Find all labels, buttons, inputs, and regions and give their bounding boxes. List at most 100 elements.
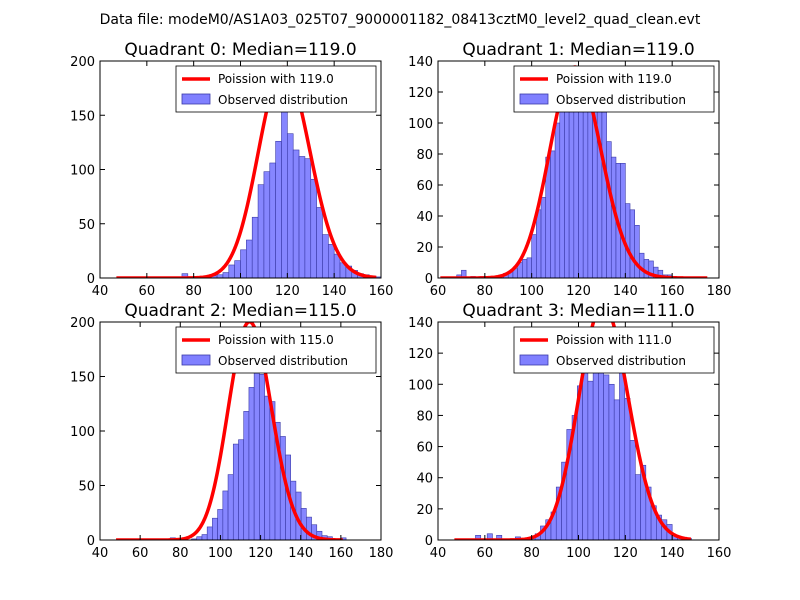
histogram-bar: [587, 380, 594, 540]
histogram-bar: [568, 102, 575, 278]
y-tick-label: 50: [78, 218, 95, 233]
x-tick-label: 120: [566, 284, 591, 299]
histogram-bar: [263, 171, 271, 278]
poisson-curve: [453, 322, 692, 540]
histogram-bar: [613, 399, 620, 540]
y-tick-label: 140: [408, 316, 433, 331]
y-tick-label: 80: [416, 409, 433, 424]
y-tick-label: 60: [416, 179, 433, 194]
histogram-bar: [275, 140, 282, 278]
histogram-bar: [629, 440, 636, 540]
histogram-bar: [554, 122, 561, 278]
histogram-bar: [238, 439, 245, 540]
x-tick-label: 160: [660, 284, 685, 299]
y-tick-label: 40: [416, 472, 433, 487]
x-tick-label: 120: [248, 546, 273, 561]
histogram-bar: [232, 443, 239, 540]
histogram-bar: [206, 526, 213, 540]
histogram-bar: [531, 234, 537, 278]
y-tick-label: 20: [416, 503, 433, 518]
histogram-bar: [536, 209, 542, 278]
histogram-bar: [328, 244, 335, 278]
x-tick-label: 80: [523, 546, 540, 561]
histogram-bar: [243, 411, 250, 540]
histogram-bar: [264, 395, 271, 540]
legend-label-poisson: Poission with 111.0: [556, 333, 672, 347]
y-tick-label: 100: [408, 378, 433, 393]
x-tick-label: 140: [660, 546, 685, 561]
x-tick-label: 100: [566, 546, 591, 561]
x-tick-label: 140: [322, 284, 347, 299]
histogram-bar: [634, 225, 640, 278]
y-tick-label: 150: [70, 371, 95, 386]
legend-label-observed: Observed distribution: [556, 93, 686, 107]
x-tick-label: 60: [477, 546, 494, 561]
histogram-bar: [540, 197, 547, 278]
histogram-bar: [181, 273, 189, 278]
y-tick-label: 100: [408, 117, 433, 132]
histogram-bar: [248, 387, 255, 540]
legend-label-poisson: Poission with 119.0: [218, 72, 334, 86]
x-tick-label: 160: [328, 546, 353, 561]
y-tick-label: 20: [416, 241, 433, 256]
histogram-bar: [310, 178, 317, 278]
legend-label-observed: Observed distribution: [556, 354, 686, 368]
histogram-bar: [228, 264, 235, 278]
legend-label-poisson: Poission with 119.0: [556, 72, 672, 86]
quadrant-1-chart: 60 80 100 120 140 160 180 0 20 40 60 80 100 120 140 Qua…: [408, 40, 731, 299]
chart-title: Quadrant 0: Median=119.0: [124, 40, 356, 60]
x-tick-label: 60: [430, 284, 447, 299]
histogram: [147, 345, 347, 540]
x-tick-label: 180: [369, 546, 394, 561]
y-tick-label: 40: [416, 210, 433, 225]
legend-bar-swatch: [519, 354, 549, 366]
histogram-bar: [240, 249, 247, 278]
y-tick-label: 100: [70, 425, 95, 440]
legend-bar-swatch: [519, 93, 549, 105]
legend: Poission with 119.0 Observed distribution: [513, 65, 715, 113]
chart-title: Quadrant 3: Median=111.0: [462, 301, 694, 321]
x-tick-label: 140: [288, 546, 313, 561]
histogram-bar: [592, 354, 599, 540]
histogram-bar: [227, 474, 234, 540]
x-tick-label: 80: [172, 546, 189, 561]
x-tick-label: 60: [132, 546, 149, 561]
chart-title: Quadrant 2: Median=115.0: [124, 301, 356, 321]
histogram-bar: [222, 272, 230, 278]
histogram-bar: [657, 269, 664, 278]
histogram-bar: [620, 163, 626, 278]
histogram: [456, 71, 678, 278]
x-tick-label: 60: [139, 284, 156, 299]
x-tick-label: 140: [613, 284, 638, 299]
y-tick-label: 120: [408, 347, 433, 362]
x-tick-label: 40: [430, 546, 447, 561]
histogram-bar: [246, 239, 253, 278]
legend-label-observed: Observed distribution: [218, 93, 348, 107]
histogram-bar: [564, 88, 570, 278]
x-tick-label: 100: [519, 284, 544, 299]
histogram-bar: [251, 216, 259, 278]
poisson-curve: [115, 322, 344, 540]
histogram-bar: [257, 184, 265, 278]
histogram-bar: [304, 158, 312, 278]
x-tick-label: 160: [707, 546, 732, 561]
y-tick-label: 0: [425, 272, 433, 287]
x-tick-label: 120: [613, 546, 638, 561]
histogram-bar: [253, 345, 260, 540]
legend: Poission with 115.0 Observed distribution: [175, 326, 377, 374]
histogram-bar: [559, 102, 565, 278]
histogram-bar: [461, 269, 467, 278]
histogram-bar: [322, 234, 329, 278]
legend: Poission with 111.0 Observed distribution: [513, 326, 715, 374]
y-tick-label: 0: [87, 272, 95, 287]
y-tick-label: 140: [408, 55, 433, 70]
chart-title: Quadrant 1: Median=119.0: [462, 40, 694, 60]
histogram-bar: [601, 111, 607, 278]
histogram: [181, 66, 381, 278]
histogram-bar: [212, 517, 218, 540]
quadrant-2-chart: 40 60 80 100 120 140 160 180 0 50 100 150 200 Quadran…: [70, 301, 393, 561]
figure-title: Data file: modeM0/AS1A03_025T07_90000011…: [100, 12, 701, 28]
y-tick-label: 200: [70, 316, 95, 331]
y-tick-label: 60: [416, 441, 433, 456]
